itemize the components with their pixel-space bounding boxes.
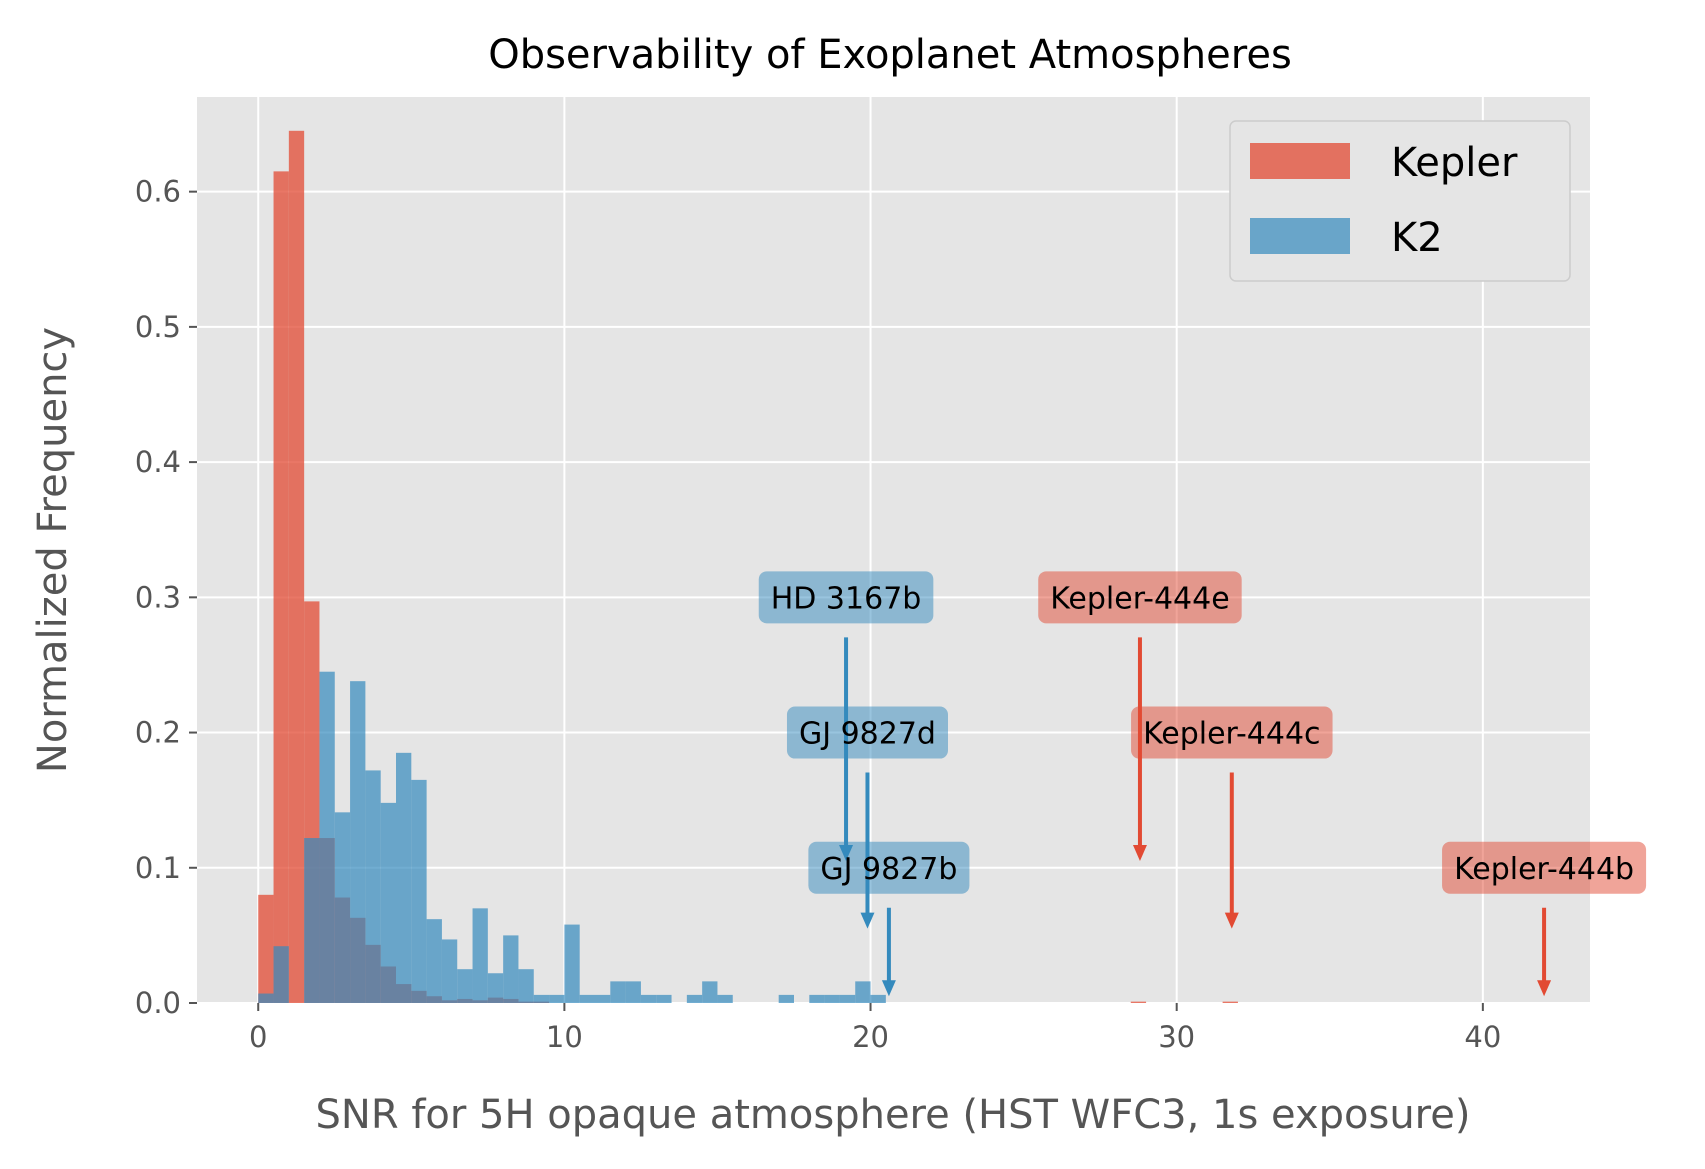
annotation-kepler-444c: Kepler-444c	[1131, 706, 1333, 929]
y-tick-label: 0.0	[135, 986, 181, 1020]
annotation-arrow-head	[1224, 912, 1239, 929]
legend-swatch-k2	[1250, 218, 1350, 254]
k2-bar	[809, 994, 825, 1003]
k2-bar	[870, 994, 886, 1003]
k2-bar	[717, 994, 733, 1003]
k2-bar	[319, 671, 335, 1003]
legend: Kepler K2	[1229, 120, 1571, 282]
k2-bar	[396, 752, 412, 1003]
k2-bar	[564, 924, 580, 1003]
legend-label-k2: K2	[1391, 215, 1443, 261]
k2-bar	[579, 994, 595, 1003]
k2-bar	[778, 994, 794, 1003]
x-tick-label: 20	[852, 1020, 889, 1054]
k2-bars	[258, 671, 886, 1003]
y-tick-label: 0.1	[135, 851, 181, 885]
axis-ticks: 0 10 20 30 40 0.0 0.1 0.2 0.3 0.4 0.5 0.6	[135, 175, 1501, 1054]
k2-bar	[380, 802, 396, 1003]
x-tick-label: 0	[249, 1020, 267, 1054]
annotation-box	[1442, 841, 1647, 894]
annotation-label: HD 3167b	[771, 581, 922, 616]
k2-bar	[625, 981, 641, 1003]
annotation-box	[808, 841, 970, 894]
y-tick-label: 0.3	[135, 580, 181, 614]
k2-bar	[824, 994, 840, 1003]
k2-bar	[334, 812, 351, 1003]
kepler-bar	[1130, 1001, 1147, 1003]
k2-bar	[411, 779, 427, 1003]
annotation-box	[1131, 706, 1333, 759]
y-tick-label: 0.6	[135, 175, 181, 209]
annotation-label: GJ 9827d	[799, 717, 936, 752]
kepler-bar	[1222, 1001, 1238, 1003]
k2-bar	[839, 994, 856, 1003]
kepler-bar	[258, 894, 274, 1003]
x-tick-label: 10	[546, 1020, 583, 1054]
legend-swatch-kepler	[1250, 143, 1350, 179]
k2-bar	[640, 994, 657, 1003]
annotation-box	[1038, 571, 1242, 624]
annotation-label: GJ 9827b	[820, 852, 957, 887]
k2-bar	[457, 969, 473, 1003]
annotation-label: Kepler-444b	[1454, 852, 1634, 887]
chart-title: Observability of Exoplanet Atmospheres	[488, 32, 1292, 78]
annotation-box	[786, 706, 948, 759]
x-tick-label: 30	[1158, 1020, 1195, 1054]
k2-bar	[441, 939, 458, 1003]
y-tick-label: 0.2	[135, 716, 181, 750]
k2-bar	[549, 994, 565, 1003]
k2-bar	[656, 994, 672, 1003]
k2-bar	[686, 994, 703, 1003]
annotation-arrow-head	[1132, 845, 1147, 862]
annotation-arrow-head	[860, 912, 875, 929]
k2-bar	[702, 981, 718, 1003]
annotation-arrow-head	[1537, 980, 1552, 997]
k2-bar	[503, 935, 519, 1003]
k2-bar	[426, 919, 442, 1003]
annotation-box	[758, 571, 934, 624]
annotation-label: Kepler-444e	[1050, 581, 1229, 616]
k2-bar	[595, 994, 611, 1003]
k2-bar	[472, 908, 488, 1003]
planet-annotations: HD 3167b GJ 9827d GJ 9827b Kepler-444e Keple…	[758, 571, 1647, 997]
k2-bar	[487, 973, 504, 1003]
k2-bar	[273, 946, 289, 1003]
y-axis-label: Normalized Frequency	[30, 327, 76, 773]
x-axis-label: SNR for 5H opaque atmosphere (HST WFC3, …	[316, 1092, 1471, 1138]
k2-bar	[350, 681, 366, 1003]
y-tick-label: 0.4	[135, 445, 181, 479]
k2-bar	[533, 994, 550, 1003]
annotation-kepler-444b: Kepler-444b	[1442, 841, 1647, 997]
annotation-kepler-444e: Kepler-444e	[1038, 571, 1242, 862]
kepler-bar	[288, 130, 305, 1003]
k2-bar	[518, 969, 534, 1003]
k2-bar	[258, 993, 274, 1003]
y-tick-label: 0.5	[135, 310, 181, 344]
legend-label-kepler: Kepler	[1391, 140, 1518, 186]
k2-bar	[304, 838, 320, 1003]
kepler-bar	[273, 171, 289, 1003]
annotation-gj-9827b: GJ 9827b	[808, 841, 970, 997]
k2-bar	[855, 981, 871, 1003]
annotation-label: Kepler-444c	[1143, 717, 1320, 752]
k2-bar	[610, 981, 626, 1003]
x-tick-label: 40	[1464, 1020, 1501, 1054]
annotation-arrow-head	[881, 980, 896, 997]
k2-bar	[365, 770, 381, 1003]
